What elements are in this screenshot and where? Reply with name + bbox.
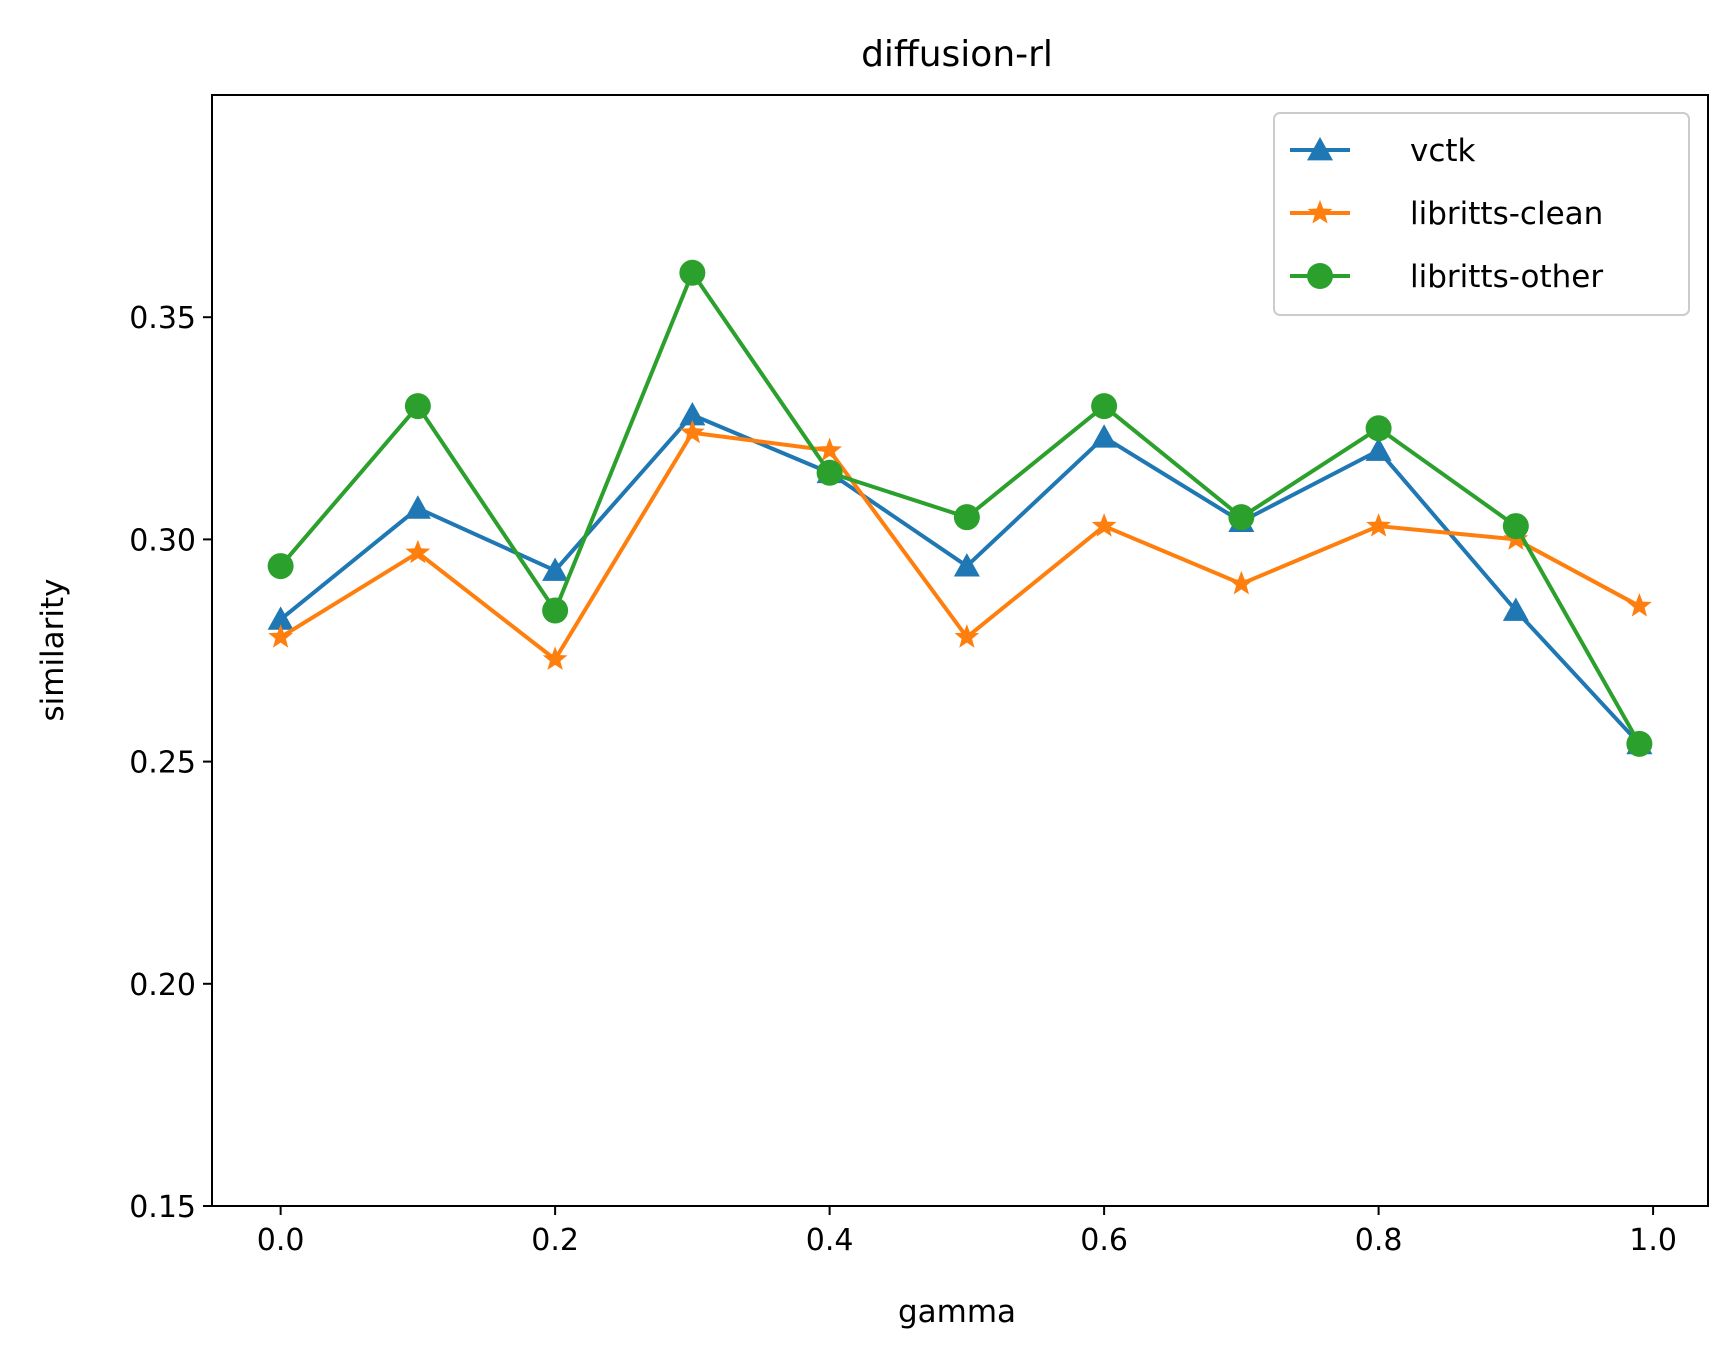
y-tick-label: 0.20 [129,968,196,1003]
legend-label-libritts-clean: libritts-clean [1410,196,1603,232]
data-point-libritts-other-2 [542,597,569,624]
data-point-vctk-1 [404,495,431,519]
plot-area [267,259,1653,757]
data-point-libritts-clean-6 [1091,513,1117,537]
y-tick-label: 0.30 [129,523,196,558]
x-tick-label: 0.0 [257,1223,305,1258]
data-point-vctk-3 [679,401,706,426]
legend-label-vctk: vctk [1410,133,1476,169]
x-tick-label: 0.2 [531,1223,579,1258]
data-point-vctk-8 [1365,437,1392,461]
data-point-libritts-clean-2 [542,646,568,670]
legend-marker-libritts-other [1307,263,1333,289]
y-tick-label: 0.35 [129,301,196,336]
x-tick-label: 1.0 [1629,1223,1677,1258]
y-tick-label: 0.25 [129,746,196,781]
x-tick-label: 0.4 [806,1223,854,1258]
data-point-libritts-clean-4 [817,437,842,462]
data-point-libritts-other-0 [267,553,294,580]
data-point-vctk-6 [1091,424,1118,448]
data-point-libritts-clean-5 [954,624,980,648]
data-point-vctk-2 [542,557,569,581]
legend: vctk libritts-clean libritts-other [1273,112,1690,316]
legend-marker-libritts-clean [1307,200,1333,224]
axes-frame [211,94,1709,1207]
y-tick-label: 0.15 [129,1190,196,1225]
x-tick-label: 0.6 [1080,1223,1128,1258]
legend-label-libritts-other: libritts-other [1410,259,1603,295]
data-point-libritts-clean-0 [268,624,293,648]
data-point-libritts-other-9 [1502,513,1529,540]
data-point-libritts-other-7 [1228,504,1255,531]
data-point-libritts-other-5 [953,504,980,531]
ticks: 0.0 0.2 0.4 0.6 0.8 1.0 0.15 0.20 0.25 0.30 0.35 [129,301,1677,1258]
data-point-libritts-other-3 [679,259,706,286]
data-point-libritts-clean-8 [1366,513,1391,537]
data-point-libritts-clean-7 [1228,570,1254,595]
legend-marker-vctk [1307,137,1333,161]
x-axis-label: gamma [898,1294,1016,1330]
data-point-libritts-clean-3 [680,419,705,444]
data-point-libritts-other-4 [816,459,843,486]
data-point-vctk-5 [953,553,980,577]
data-point-vctk-0 [267,606,294,630]
data-point-libritts-other-10 [1626,730,1653,757]
data-point-libritts-clean-1 [405,539,431,564]
data-point-vctk-9 [1502,597,1529,621]
data-point-libritts-clean-10 [1627,593,1652,617]
x-tick-label: 0.8 [1355,1223,1403,1258]
data-point-libritts-other-1 [404,393,431,420]
legend-box [1273,112,1690,316]
data-point-libritts-other-6 [1091,393,1118,420]
y-axis-label: similarity [35,578,71,721]
chart-title: diffusion-rl [861,34,1053,75]
data-point-libritts-other-8 [1365,415,1392,442]
